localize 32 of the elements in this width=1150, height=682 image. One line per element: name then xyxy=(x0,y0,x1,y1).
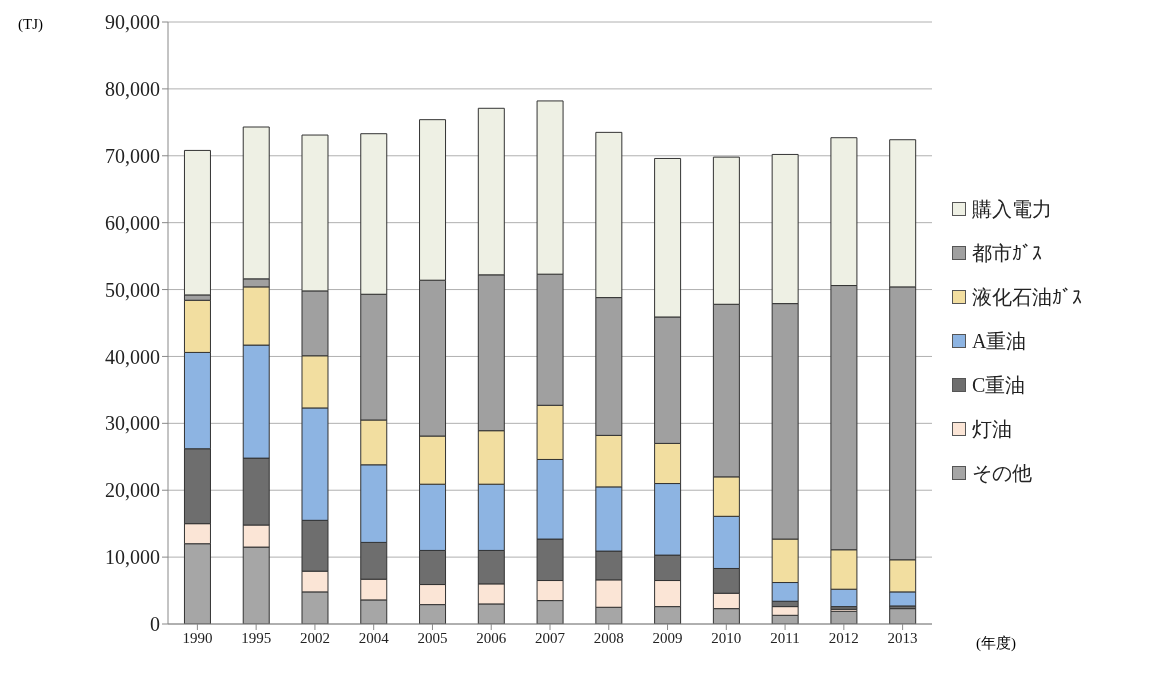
legend-label: 液化石油ｶﾞｽ xyxy=(972,284,1082,310)
y-tick-label: 20,000 xyxy=(105,479,160,502)
legend-label: その他 xyxy=(972,460,1032,486)
y-tick-label: 30,000 xyxy=(105,412,160,435)
x-tick-label: 2006 xyxy=(476,629,507,646)
x-tick-label: 1990 xyxy=(182,629,213,646)
x-tick-label: 2008 xyxy=(593,629,624,646)
x-tick-label: 2012 xyxy=(828,629,859,646)
legend-label: 購入電力 xyxy=(972,196,1052,222)
x-tick-label: 2011 xyxy=(770,629,800,646)
x-tick-label: 2013 xyxy=(887,629,918,646)
y-tick-label: 0 xyxy=(150,613,160,636)
legend-label: C重油 xyxy=(972,372,1026,398)
y-tick-label: 90,000 xyxy=(105,11,160,34)
y-tick-label: 70,000 xyxy=(105,144,160,167)
x-tick-label: 2004 xyxy=(358,629,390,646)
x-tick-label: 2010 xyxy=(711,629,742,646)
y-tick-label: 40,000 xyxy=(105,345,160,368)
y-tick-label: 60,000 xyxy=(105,211,160,234)
y-tick-label: 50,000 xyxy=(105,278,160,301)
x-tick-label: 1995 xyxy=(241,629,272,646)
x-axis-title: (年度) xyxy=(976,634,1016,653)
x-tick-label: 2002 xyxy=(299,629,330,646)
y-tick-label: 80,000 xyxy=(105,77,160,100)
x-tick-label: 2005 xyxy=(417,629,448,646)
x-tick-label: 2009 xyxy=(652,629,683,646)
legend-label: 灯油 xyxy=(972,416,1012,442)
y-tick-label: 10,000 xyxy=(105,546,160,569)
legend-label: A重油 xyxy=(972,328,1027,354)
y-axis-title: (TJ) xyxy=(18,16,43,33)
legend-label: 都市ｶﾞｽ xyxy=(972,240,1042,266)
x-tick-label: 2007 xyxy=(535,629,566,646)
